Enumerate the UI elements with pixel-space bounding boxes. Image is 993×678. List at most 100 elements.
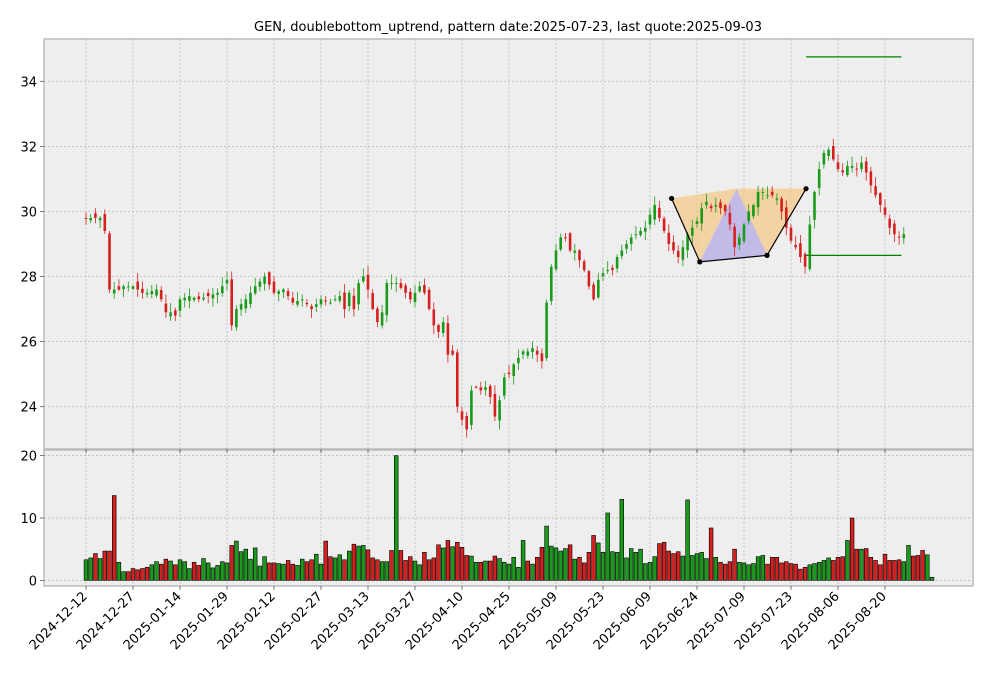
volume-bar (591, 535, 596, 581)
volume-bar (440, 547, 446, 581)
volume-bar (572, 558, 578, 581)
candle-body (789, 227, 793, 241)
volume-bar (896, 559, 902, 581)
candle-body (357, 283, 360, 305)
candle-body (620, 250, 624, 257)
candle-body (263, 276, 266, 284)
volume-bar (177, 559, 183, 581)
candle-body (822, 152, 826, 165)
candle-body (479, 387, 483, 391)
volume-bar (628, 548, 634, 581)
candle-body (347, 292, 351, 307)
volume-bar (910, 555, 916, 581)
candle-body (860, 162, 863, 169)
volume-bar (356, 545, 361, 581)
volume-bar (835, 557, 841, 581)
candle-body (460, 411, 464, 420)
volume-bar (760, 555, 766, 581)
volume-bar (426, 559, 432, 581)
volume-bar (102, 550, 108, 581)
volume-bar (478, 561, 483, 581)
volume-bar (544, 525, 549, 581)
volume-bar (206, 562, 211, 581)
volume-bar (732, 548, 737, 581)
volume-bar (130, 568, 136, 581)
volume-bar (868, 557, 874, 581)
volume-bar (168, 560, 173, 581)
volume-bar (807, 564, 813, 581)
volume-bar (718, 561, 723, 581)
candle-body (691, 227, 694, 236)
candle-body (517, 357, 520, 364)
candlesticks (84, 138, 906, 438)
candle-body (521, 351, 525, 355)
candle-body (836, 162, 840, 170)
candle-body (244, 299, 248, 309)
candle-body (164, 303, 168, 313)
pattern-point (803, 186, 809, 192)
candle-body (601, 273, 605, 277)
volume-bar (408, 556, 413, 581)
volume-bar (722, 563, 728, 581)
volume-bar (680, 555, 686, 581)
volume-bar (229, 545, 234, 581)
candle-body (808, 224, 812, 269)
candle-body (686, 234, 689, 251)
candle-body (253, 286, 257, 294)
volume-bar (210, 567, 216, 581)
candle-body (305, 302, 309, 305)
volume-tick-label: 20 (20, 450, 37, 465)
volume-bar (469, 555, 474, 581)
candle-body (197, 296, 201, 300)
volume-bar (925, 554, 930, 581)
volume-bar (647, 561, 653, 581)
volume-bar (290, 563, 295, 581)
candle-body (239, 304, 243, 310)
volume-bar (276, 563, 281, 581)
candle-body (893, 223, 896, 235)
candle-body (159, 290, 163, 300)
volume-bar (511, 557, 516, 581)
candle-body (150, 291, 154, 295)
candle-body (606, 270, 609, 272)
candle-body (540, 353, 544, 362)
volume-bar (238, 551, 244, 581)
volume-bar (487, 560, 493, 581)
candle-body (216, 292, 219, 295)
candle-body (296, 300, 299, 305)
volume-bar (159, 563, 164, 581)
volume-bar (173, 564, 178, 581)
candle-body (667, 232, 671, 244)
candle-body (446, 323, 450, 355)
pattern-overlay (671, 188, 807, 262)
volume-bar (812, 563, 817, 581)
candle-body (155, 289, 158, 296)
volume-bar (746, 564, 751, 581)
volume-bar (393, 455, 399, 581)
volume-bar (332, 557, 338, 581)
volume-bar (375, 559, 380, 581)
volume-bar (398, 550, 404, 581)
pattern-blue-fill (699, 188, 768, 262)
candle-body (277, 291, 280, 294)
candle-body (874, 186, 877, 196)
price-tick-label: 32 (20, 140, 37, 155)
volume-bar (737, 561, 742, 581)
candle-body (662, 218, 666, 231)
volume-bar (765, 563, 770, 581)
volume-bar (492, 555, 498, 581)
volume-bar (417, 564, 422, 581)
candle-body (225, 279, 229, 284)
candle-body (719, 202, 722, 209)
candle-body (178, 299, 182, 311)
volume-bar (295, 565, 300, 581)
volume-bar (558, 550, 563, 581)
volume-bar (309, 559, 314, 581)
volume-bar (567, 544, 573, 581)
volume-bar (464, 555, 469, 581)
volume-bar (370, 557, 375, 581)
candle-body (554, 250, 558, 270)
volume-bar (643, 563, 648, 581)
candle-body (324, 300, 327, 302)
